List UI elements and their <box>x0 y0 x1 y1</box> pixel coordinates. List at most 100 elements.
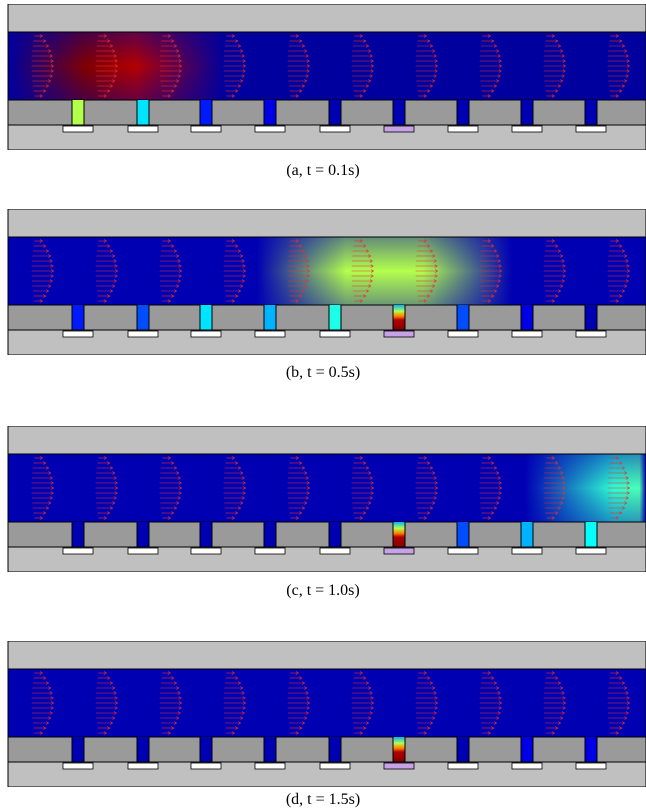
arrow-head <box>368 49 372 53</box>
velocity-profile <box>479 671 503 735</box>
arrow-head <box>49 476 53 480</box>
arrow-head <box>301 506 306 510</box>
slot-6 <box>393 522 405 547</box>
block <box>404 521 458 548</box>
arrow-head <box>39 456 43 460</box>
arrow-head <box>497 691 501 695</box>
arrow-head <box>498 491 502 495</box>
arrow-head <box>43 676 47 680</box>
arrow-head <box>562 701 567 705</box>
velocity-profile <box>95 456 119 520</box>
arrow-head <box>43 461 47 465</box>
arrow-head <box>365 506 370 510</box>
arrow-head <box>114 486 119 490</box>
arrow-head <box>107 511 111 515</box>
arrow-head <box>306 59 310 63</box>
arrow-head <box>109 681 114 685</box>
arrow-head <box>557 84 562 88</box>
arrow-head <box>498 64 503 68</box>
arrow-head <box>496 686 500 690</box>
arrow-head <box>50 269 55 273</box>
arrow-head <box>551 731 555 735</box>
arrow-head <box>626 701 631 705</box>
panel-caption: (c, t = 1.0s) <box>286 582 360 599</box>
arrow-head <box>305 496 309 500</box>
arrow-head <box>434 491 438 495</box>
slot-3 <box>200 305 212 330</box>
arrow-head <box>109 506 114 510</box>
arrow-head <box>114 696 118 700</box>
velocity-profile <box>31 456 55 520</box>
arrow-head <box>615 299 619 303</box>
block <box>404 736 458 763</box>
arrow-head <box>103 671 107 675</box>
arrow-head <box>624 79 628 83</box>
arrow-head <box>551 456 555 460</box>
velocity-profile <box>223 239 247 303</box>
arrow-head <box>299 39 303 43</box>
arrow-head <box>555 244 559 248</box>
arrow-head <box>171 511 175 515</box>
block <box>275 304 330 331</box>
slot-3 <box>200 522 212 547</box>
arrow-head <box>178 706 182 710</box>
arrow-head <box>423 731 427 735</box>
arrow-head <box>235 461 239 465</box>
block <box>7 304 73 331</box>
arrow-head <box>555 726 559 730</box>
block <box>148 304 201 331</box>
arrow-head <box>365 466 370 470</box>
arrow-head <box>178 264 182 268</box>
arrow-head <box>487 516 491 520</box>
arrow-head <box>557 721 562 725</box>
electrode-pad <box>511 125 543 133</box>
arrow-head <box>173 84 178 88</box>
arrow-head <box>306 274 310 278</box>
arrow-head <box>551 671 555 675</box>
arrow-head <box>173 44 178 48</box>
arrow-head <box>557 466 562 470</box>
arrow-head <box>369 74 373 78</box>
arrow-head <box>304 284 308 288</box>
velocity-profile <box>95 34 119 98</box>
arrow-head <box>429 466 434 470</box>
arrow-head <box>555 89 559 93</box>
arrow-head <box>39 516 43 520</box>
arrow-head <box>167 34 171 38</box>
panel-graphic <box>7 4 646 150</box>
arrow-head <box>434 59 438 63</box>
electrode-pad <box>319 547 351 555</box>
arrow-head <box>619 726 623 730</box>
arrow-head <box>498 486 503 490</box>
arrow-head <box>562 486 567 490</box>
arrow-head <box>43 244 47 248</box>
block <box>211 521 265 548</box>
arrow-head <box>178 59 182 63</box>
arrow-head <box>301 84 306 88</box>
arrow-head <box>306 264 310 268</box>
velocity-profile <box>223 456 247 520</box>
arrow-head <box>173 681 178 685</box>
velocity-profile <box>351 456 375 520</box>
arrow-head <box>624 284 628 288</box>
arrow-head <box>304 49 308 53</box>
arrow-head <box>235 244 239 248</box>
arrow-head <box>306 491 310 495</box>
electrode-pad <box>62 762 94 770</box>
velocity-profile <box>415 239 439 303</box>
arrow-head <box>625 54 629 58</box>
arrow-head <box>178 491 182 495</box>
electrode-pad <box>511 762 543 770</box>
arrow-head <box>240 471 244 475</box>
block <box>532 304 586 331</box>
arrow-head <box>368 471 372 475</box>
slot-9 <box>585 522 597 547</box>
arrow-head <box>432 471 436 475</box>
slot-8 <box>521 522 533 547</box>
slot-1 <box>72 522 84 547</box>
arrow-head <box>240 686 244 690</box>
arrow-head <box>493 506 498 510</box>
arrow-head <box>487 299 491 303</box>
arrow-head <box>619 676 623 680</box>
arrow-head <box>557 249 562 253</box>
